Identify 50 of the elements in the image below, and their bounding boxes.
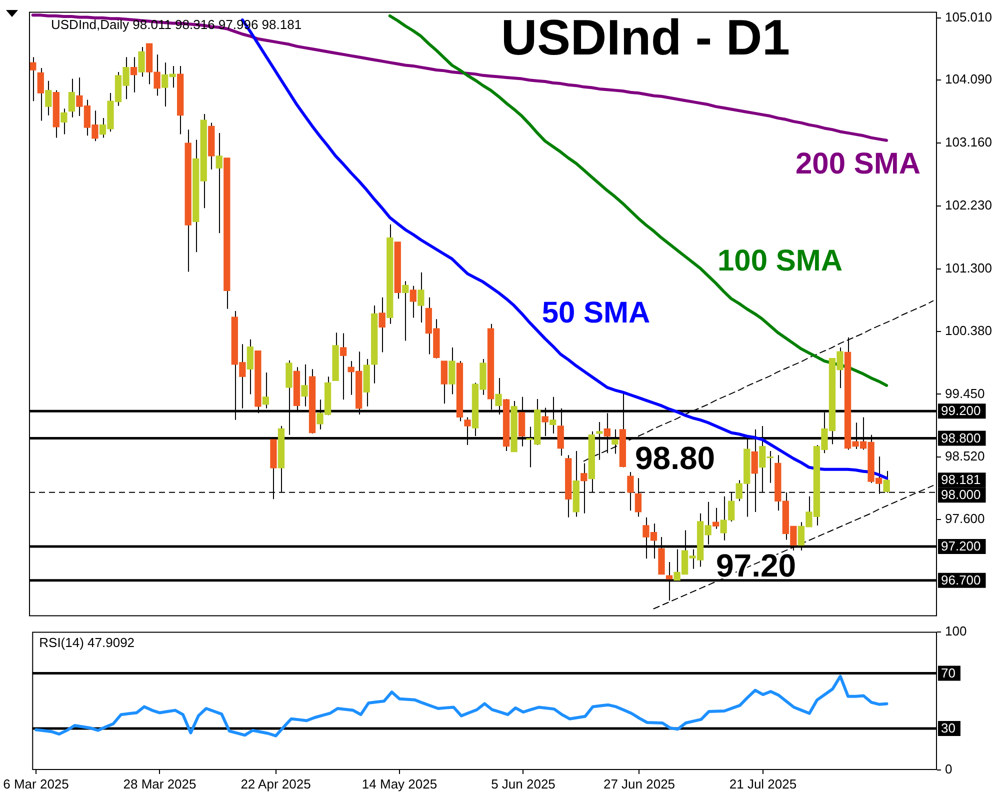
ref-line-label: 30	[941, 720, 956, 736]
ref-line-label: 70	[941, 665, 956, 680]
y-tick-label: 0	[945, 762, 952, 777]
y-tick-label: 101.300	[945, 260, 992, 276]
candlestick	[246, 338, 254, 395]
y-tick-label: 100.380	[945, 322, 992, 338]
candlestick	[340, 332, 347, 400]
x-tick-label: 22 Apr 2025	[240, 776, 311, 792]
series-label: 100 SMA	[717, 244, 843, 278]
candlestick	[378, 296, 386, 353]
y-tick-label: 98.520	[945, 448, 985, 464]
candlestick	[301, 364, 308, 407]
x-tick-label: 6 Mar 2025	[3, 776, 69, 792]
series-label: 200 SMA	[795, 147, 921, 180]
chart-title: USDInd - D1	[501, 10, 790, 66]
y-tick-label: 97.600	[945, 510, 985, 526]
candlestick	[68, 78, 76, 118]
candlestick	[130, 56, 138, 93]
x-tick-label: 14 May 2025	[362, 776, 438, 792]
x-tick-label: 21 Jul 2025	[729, 776, 797, 792]
y-tick-label: 105.010	[945, 9, 992, 24]
candlestick	[60, 108, 68, 135]
ref-line-label: 98.000	[941, 487, 981, 502]
candlestick	[410, 285, 416, 318]
candlestick	[45, 80, 52, 116]
x-tick-label: 5 Jun 2025	[491, 776, 556, 792]
y-tick-label: 103.160	[945, 134, 992, 150]
candlestick	[418, 272, 424, 323]
y-tick-label: 100	[945, 623, 967, 638]
y-tick-label: 104.090	[945, 72, 992, 87]
chart-title: RSI(14) 47.9092	[39, 634, 135, 650]
annotation: 98.80	[634, 440, 716, 476]
x-tick-label: 28 Mar 2025	[123, 776, 196, 792]
candlestick	[712, 507, 720, 530]
series-label: 50 SMA	[542, 296, 650, 330]
ref-line-label: 97.200	[941, 538, 981, 554]
x-tick-label: 27 Jun 2025	[603, 776, 676, 792]
candlestick	[37, 67, 44, 122]
ref-line-label: 99.200	[941, 403, 981, 418]
text: 98.181	[941, 472, 981, 488]
annotation: 97.20	[716, 547, 796, 584]
y-tick-label: 99.450	[945, 386, 985, 401]
candlestick	[402, 280, 409, 342]
candlestick	[440, 360, 448, 404]
y-tick-label: 102.230	[945, 198, 992, 213]
candlestick	[448, 347, 456, 395]
ref-line-label: 98.800	[941, 430, 981, 446]
ref-line-label: 96.700	[941, 572, 981, 588]
candlestick	[216, 132, 222, 234]
candlestick	[138, 46, 145, 78]
